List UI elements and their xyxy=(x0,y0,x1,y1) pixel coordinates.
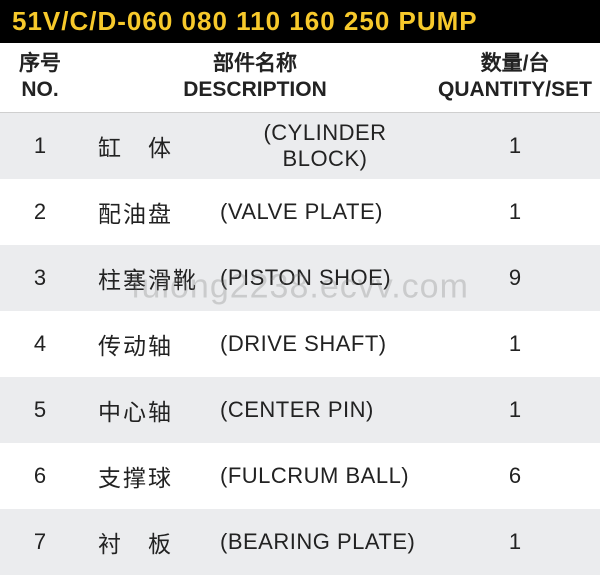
table-header: 序号 NO. 部件名称 DESCRIPTION 数量/台 QUANTITY/SE… xyxy=(0,43,600,113)
desc-en: (CENTER PIN) xyxy=(200,397,374,423)
table-row: 4 传动轴 (DRIVE SHAFT) 1 xyxy=(0,311,600,377)
cell-qty: 9 xyxy=(430,265,600,291)
header-no: 序号 NO. xyxy=(0,43,80,112)
desc-cn: 柱塞滑靴 xyxy=(80,261,200,295)
cell-description: 配油盘 (VALVE PLATE) xyxy=(80,195,430,229)
desc-cn: 衬 板 xyxy=(80,525,200,559)
cell-qty: 1 xyxy=(430,199,600,225)
header-desc-en: DESCRIPTION xyxy=(86,77,424,103)
header-desc-cn: 部件名称 xyxy=(86,51,424,77)
table-row: 6 支撑球 (FULCRUM BALL) 6 xyxy=(0,443,600,509)
desc-cn: 配油盘 xyxy=(80,195,200,229)
desc-cn: 支撑球 xyxy=(80,459,200,493)
cell-description: 衬 板 (BEARING PLATE) xyxy=(80,525,430,559)
table-row: 7 衬 板 (BEARING PLATE) 1 xyxy=(0,509,600,575)
table-row: 5 中心轴 (CENTER PIN) 1 xyxy=(0,377,600,443)
cell-description: 缸 体 (CYLINDER BLOCK) xyxy=(80,120,430,172)
cell-no: 2 xyxy=(0,199,80,225)
cell-no: 7 xyxy=(0,529,80,555)
desc-en: (CYLINDER BLOCK) xyxy=(200,120,430,172)
table-row: 3 柱塞滑靴 (PISTON SHOE) 9 xyxy=(0,245,600,311)
desc-en: (VALVE PLATE) xyxy=(200,199,383,225)
cell-qty: 1 xyxy=(430,397,600,423)
cell-no: 1 xyxy=(0,133,80,159)
cell-description: 中心轴 (CENTER PIN) xyxy=(80,393,430,427)
cell-qty: 1 xyxy=(430,529,600,555)
cell-qty: 1 xyxy=(430,133,600,159)
header-description: 部件名称 DESCRIPTION xyxy=(80,43,430,112)
desc-cn: 中心轴 xyxy=(80,393,200,427)
cell-description: 柱塞滑靴 (PISTON SHOE) xyxy=(80,261,430,295)
desc-en: (PISTON SHOE) xyxy=(200,265,391,291)
cell-description: 支撑球 (FULCRUM BALL) xyxy=(80,459,430,493)
desc-cn: 传动轴 xyxy=(80,327,200,361)
desc-en: (FULCRUM BALL) xyxy=(200,463,409,489)
header-qty-en: QUANTITY/SET xyxy=(436,77,594,103)
header-no-cn: 序号 xyxy=(6,51,74,77)
desc-en: (DRIVE SHAFT) xyxy=(200,331,387,357)
header-no-en: NO. xyxy=(6,77,74,103)
desc-en: (BEARING PLATE) xyxy=(200,529,415,555)
cell-qty: 1 xyxy=(430,331,600,357)
header-qty-cn: 数量/台 xyxy=(436,51,594,77)
desc-cn: 缸 体 xyxy=(80,129,200,163)
parts-table-container: 51V/C/D-060 080 110 160 250 PUMP 序号 NO. … xyxy=(0,0,600,575)
cell-qty: 6 xyxy=(430,463,600,489)
header-quantity: 数量/台 QUANTITY/SET xyxy=(430,43,600,112)
cell-no: 3 xyxy=(0,265,80,291)
title-bar: 51V/C/D-060 080 110 160 250 PUMP xyxy=(0,0,600,43)
cell-no: 5 xyxy=(0,397,80,423)
cell-no: 4 xyxy=(0,331,80,357)
title-text: 51V/C/D-060 080 110 160 250 PUMP xyxy=(12,6,478,36)
table-row: 1 缸 体 (CYLINDER BLOCK) 1 xyxy=(0,113,600,179)
table-row: 2 配油盘 (VALVE PLATE) 1 xyxy=(0,179,600,245)
cell-no: 6 xyxy=(0,463,80,489)
cell-description: 传动轴 (DRIVE SHAFT) xyxy=(80,327,430,361)
